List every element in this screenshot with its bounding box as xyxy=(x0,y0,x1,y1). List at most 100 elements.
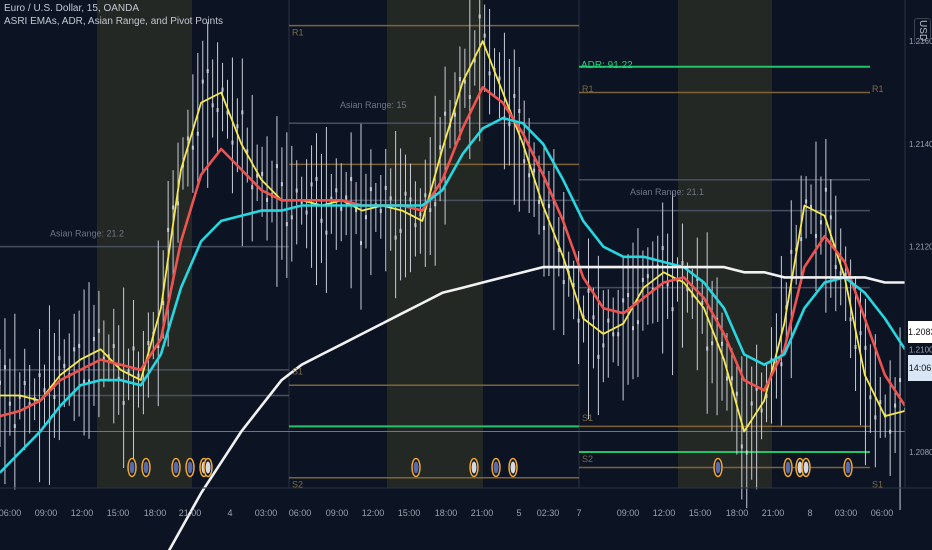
adr-label: ADR: 91.22 xyxy=(581,60,633,71)
x-tick-label: 18:00 xyxy=(144,508,167,518)
candle-body xyxy=(691,293,694,298)
ema-series-1 xyxy=(0,40,906,433)
candle-body xyxy=(216,108,219,113)
event-flag xyxy=(715,461,721,474)
candle-body xyxy=(167,227,170,232)
session-band xyxy=(678,0,772,488)
candle-body xyxy=(547,204,550,209)
candle-body xyxy=(899,378,902,383)
event-flag xyxy=(173,461,179,474)
candle-body xyxy=(147,340,150,345)
event-flag xyxy=(785,461,791,474)
x-tick-label: 06:00 xyxy=(0,508,21,518)
candle-body xyxy=(572,283,575,288)
candle-body xyxy=(834,265,837,270)
ema-series-2 xyxy=(0,86,907,418)
candle-body xyxy=(399,228,402,233)
candle-body xyxy=(632,326,635,331)
candle-body xyxy=(814,233,817,238)
candle-body xyxy=(805,199,808,204)
currency-label[interactable]: USD xyxy=(914,18,931,44)
candle-body xyxy=(345,195,348,200)
candle-body xyxy=(196,131,199,136)
candle-body xyxy=(538,199,541,204)
candle-body xyxy=(533,168,536,173)
pivot-label: S1 xyxy=(292,367,303,377)
x-tick-label: 5 xyxy=(516,508,521,518)
news-event-icon xyxy=(713,457,723,478)
candle-body xyxy=(760,408,763,413)
candle-body xyxy=(839,271,842,276)
candle-body xyxy=(107,354,110,359)
candle-body xyxy=(721,341,724,346)
candle-body xyxy=(211,103,214,108)
countdown-badge: 14:06 xyxy=(908,355,932,381)
candle-body xyxy=(854,344,857,349)
candle-body xyxy=(498,76,501,81)
candle-body xyxy=(384,185,387,190)
candle-body xyxy=(157,343,160,348)
x-tick-label: 15:00 xyxy=(107,508,130,518)
candle-body xyxy=(780,362,783,367)
pivot-label: R1 xyxy=(292,28,304,38)
ema-series-3 xyxy=(0,116,907,474)
candle-body xyxy=(468,95,471,100)
candle-body xyxy=(800,237,803,242)
candle-body xyxy=(439,145,442,150)
news-event-icon xyxy=(203,457,213,478)
candle-body xyxy=(251,185,254,190)
pivot-label: S1 xyxy=(582,413,593,423)
candle-body xyxy=(453,112,456,117)
candle-body xyxy=(360,241,363,246)
candle-body xyxy=(38,373,41,378)
candle-body xyxy=(819,220,822,225)
candle-body xyxy=(894,403,897,408)
candle-body xyxy=(340,206,343,211)
candle-body xyxy=(191,145,194,150)
event-flag xyxy=(413,461,419,474)
news-event-icon xyxy=(801,457,811,478)
candle-body xyxy=(671,307,674,312)
candle-body xyxy=(256,173,259,178)
x-tick-label: 15:00 xyxy=(398,508,421,518)
news-event-icon xyxy=(127,457,137,478)
candle-body xyxy=(463,79,466,84)
candle-body xyxy=(325,230,328,235)
candle-body xyxy=(602,343,605,348)
x-tick-label: 03:00 xyxy=(255,508,278,518)
event-flag xyxy=(845,461,851,474)
candle-body xyxy=(617,332,620,337)
news-event-icon xyxy=(469,457,479,478)
candle-body xyxy=(488,71,491,76)
candle-body xyxy=(355,208,358,213)
candle-body xyxy=(473,58,476,63)
y-tick-label: 1.2080 xyxy=(909,448,932,457)
candle-body xyxy=(236,124,239,129)
event-flag xyxy=(187,461,193,474)
candle-body xyxy=(725,376,728,381)
candle-body xyxy=(285,222,288,227)
indicator-title[interactable]: ASRI EMAs, ADR, Asian Range, and Pivot P… xyxy=(4,16,223,27)
candle-body xyxy=(750,401,753,406)
candle-body xyxy=(290,215,293,220)
candle-body xyxy=(686,287,689,292)
y-tick-label: 1.2140 xyxy=(909,140,932,149)
x-tick-label: 02:30 xyxy=(537,508,560,518)
candle-body xyxy=(627,293,630,298)
event-flag xyxy=(803,461,809,474)
asian-range-label: Asian Range: 21.1 xyxy=(630,187,704,197)
candle-body xyxy=(177,201,180,206)
session-band xyxy=(97,0,192,488)
candle-body xyxy=(122,401,125,406)
x-tick-label: 21:00 xyxy=(179,508,202,518)
candle-body xyxy=(102,356,105,361)
candle-body xyxy=(83,379,86,384)
x-tick-label: 09:00 xyxy=(617,508,640,518)
candle-body xyxy=(379,208,382,213)
candle-body xyxy=(636,320,639,325)
candle-body xyxy=(790,249,793,254)
symbol-title[interactable]: Euro / U.S. Dollar, 15, OANDA xyxy=(4,3,140,14)
candle-body xyxy=(295,188,298,193)
candle-body xyxy=(810,204,813,209)
